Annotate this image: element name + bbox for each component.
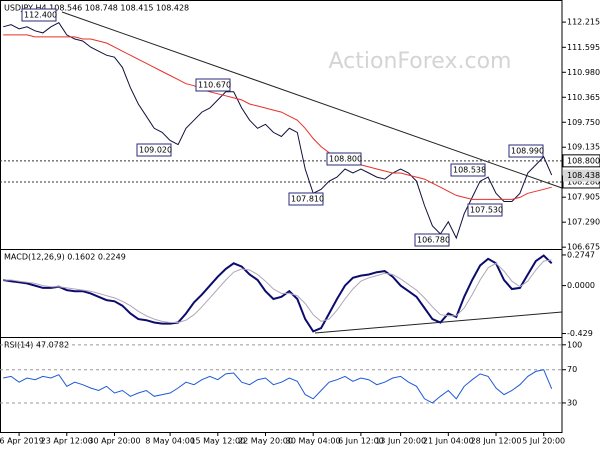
annotation-box [467,203,503,217]
y-tick-label: 0.2747 [567,250,595,259]
watermark: ActionForex.com [329,49,512,74]
level-box [562,154,600,168]
x-tick-label: 22 May 20:00 [238,437,293,446]
x-tick-label: 13 Jun 20:00 [375,437,426,446]
series-line [3,254,553,333]
y-tick-label: 70 [567,365,577,374]
annotation: 112.400 [24,11,57,20]
indicator-label: MACD(12,26,9) 0.1602 0.2249 [4,253,126,262]
annotation: 107.530 [470,206,503,215]
trend-line [61,11,563,189]
series-line [3,259,552,323]
y-tick-label: 110.365 [567,93,600,102]
y-tick-label: 0.0000 [567,281,595,290]
y-tick-label: 110.980 [567,68,600,77]
annotation: 108.990 [511,147,544,156]
y-tick-label: 100 [567,340,582,349]
y-tick-label: 30 [567,398,577,407]
annotation-box [21,8,57,22]
annotation-box [450,163,486,177]
x-tick-label: 23 Apr 12:00 [41,437,93,446]
y-tick-label: 107.905 [567,193,600,202]
annotation: 109.020 [139,146,172,155]
x-tick-label: 6 Jun 12:00 [338,437,384,446]
series-line [3,34,552,200]
y-tick-label: 109.135 [567,143,600,152]
annotation-box [136,143,172,157]
x-tick-label: 8 May 04:00 [145,437,195,446]
last-price-box [563,169,600,182]
y-tick-label: -0.429 [567,329,593,338]
annotation: 108.800 [329,155,362,164]
annotation-box [414,233,450,247]
annotation: 106.780 [417,236,450,245]
annotation-box [508,144,544,158]
level-label: 108.800 [567,156,600,165]
x-tick-label: 5 Jul 20:00 [522,437,565,446]
x-tick-label: 16 Apr 2019 [0,437,44,446]
annotation: 108.538 [453,166,486,175]
y-tick-label: 111.595 [567,43,600,52]
annotation-box [288,192,324,206]
x-tick-label: 21 Jun 04:00 [423,437,474,446]
y-tick-label: 107.290 [567,218,600,227]
last-price-label: 108.438 [567,171,600,180]
series-line [3,22,553,240]
level-label: 108.280 [567,177,600,186]
y-tick-label: 106.675 [567,243,600,252]
x-tick-label: 30 Apr 20:00 [88,437,140,446]
x-tick-label: 28 Jun 12:00 [471,437,522,446]
annotation-box [195,78,231,92]
chart-title: USDJPY,H4 108.546 108.748 108.415 108.42… [4,4,189,13]
x-tick-label: 30 May 04:00 [286,437,341,446]
x-tick-label: 15 May 12:00 [190,437,245,446]
panel-frame [0,337,563,433]
y-tick-label: 109.750 [567,118,600,127]
annotation: 110.670 [198,81,231,90]
annotation: 107.810 [291,195,324,204]
annotation-box [326,152,362,166]
y-tick-label: 112.215 [567,18,600,27]
series-line [3,369,553,404]
